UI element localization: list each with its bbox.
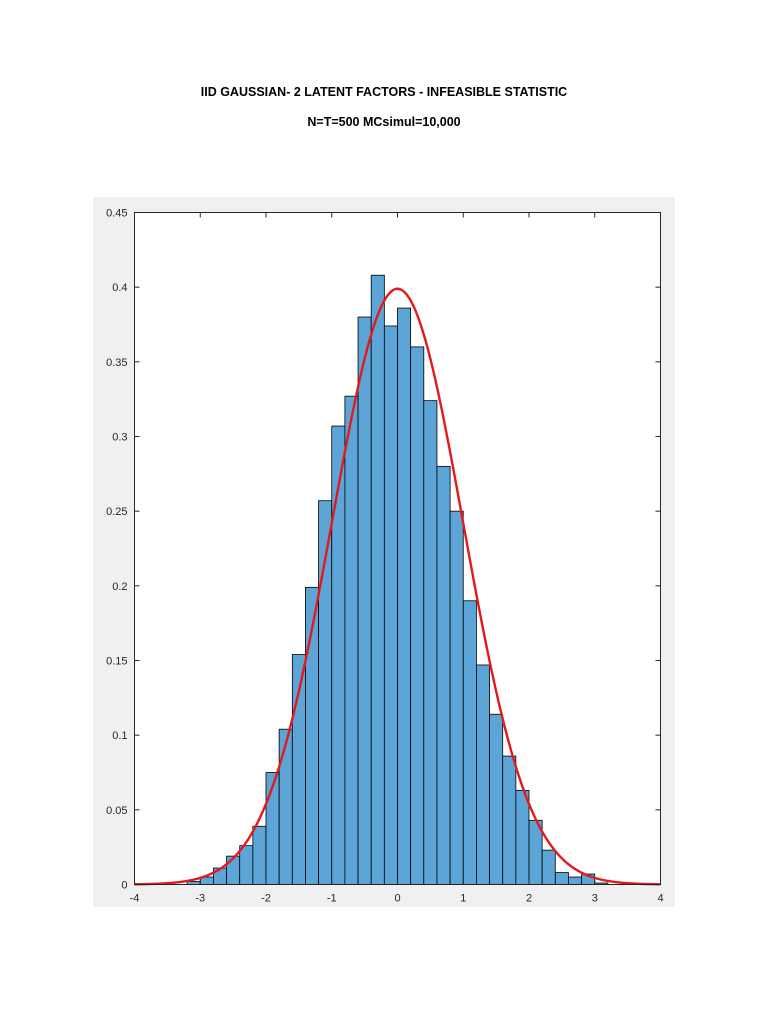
x-tick-label: 1: [460, 893, 466, 905]
histogram-bar: [410, 346, 425, 885]
histogram-bar: [278, 728, 293, 885]
y-tick-label: 0.45: [106, 208, 127, 220]
histogram-bar: [383, 325, 398, 885]
y-tick-label: 0.15: [106, 656, 127, 668]
histogram-bar: [370, 274, 385, 885]
y-tick-label: 0: [121, 880, 127, 892]
histogram-bar: [331, 425, 346, 885]
y-tick-label: 0.35: [106, 357, 127, 369]
x-tick-label: -2: [261, 893, 271, 905]
y-tick-label: 0.4: [112, 282, 127, 294]
histogram-chart: -4 -3 -2 -1 0 1 2 3 4 0 0.05 0.1 0.15 0.2 0.25 0.3 0.35…: [106, 208, 664, 905]
histogram-bar: [502, 755, 517, 885]
histogram-bar: [226, 855, 241, 885]
histogram-bar: [568, 876, 583, 885]
normal-pdf-curve: [134, 287, 661, 886]
y-tick-label: 0.1: [112, 730, 127, 742]
histogram-bar: [554, 872, 569, 885]
y-tick-label: 0.25: [106, 506, 127, 518]
x-tick-label: 3: [592, 893, 598, 905]
histogram-bar: [489, 713, 504, 885]
x-axis-ticks: -4 -3 -2 -1 0 1 2 3 4: [130, 212, 664, 905]
figure-panel: -4 -3 -2 -1 0 1 2 3 4 0 0.05 0.1 0.15 0.2 0.25 0.3 0.35…: [93, 197, 675, 907]
histogram-bar: [449, 510, 464, 885]
x-tick-label: 4: [657, 893, 663, 905]
x-tick-label: 0: [394, 893, 400, 905]
histogram-bar: [357, 316, 372, 885]
chart-title-block: IID GAUSSIAN- 2 LATENT FACTORS - INFEASI…: [0, 84, 768, 130]
histogram-bar: [397, 307, 412, 885]
histogram-bar: [515, 790, 530, 885]
histogram-bar: [541, 849, 556, 885]
x-tick-label: -3: [195, 893, 205, 905]
histogram-bar: [344, 395, 359, 885]
x-tick-label: 2: [526, 893, 532, 905]
chart-title: IID GAUSSIAN- 2 LATENT FACTORS - INFEASI…: [200, 85, 568, 99]
histogram-bar: [462, 600, 477, 885]
y-tick-label: 0.05: [106, 805, 127, 817]
chart-subtitle: N=T=500 MCsimul=10,000: [307, 115, 461, 129]
histogram-bar: [423, 400, 438, 885]
histogram-bar: [252, 825, 267, 885]
histogram-bar: [239, 845, 254, 885]
histogram-bar: [436, 465, 451, 885]
histogram-bars: [186, 274, 609, 885]
y-axis-ticks: 0 0.05 0.1 0.15 0.2 0.25 0.3 0.35 0.4 0.45: [106, 208, 661, 892]
y-tick-label: 0.3: [112, 432, 127, 444]
x-tick-label: -1: [327, 893, 337, 905]
x-tick-label: -4: [130, 893, 140, 905]
histogram-bar: [475, 664, 490, 885]
y-tick-label: 0.2: [112, 581, 127, 593]
